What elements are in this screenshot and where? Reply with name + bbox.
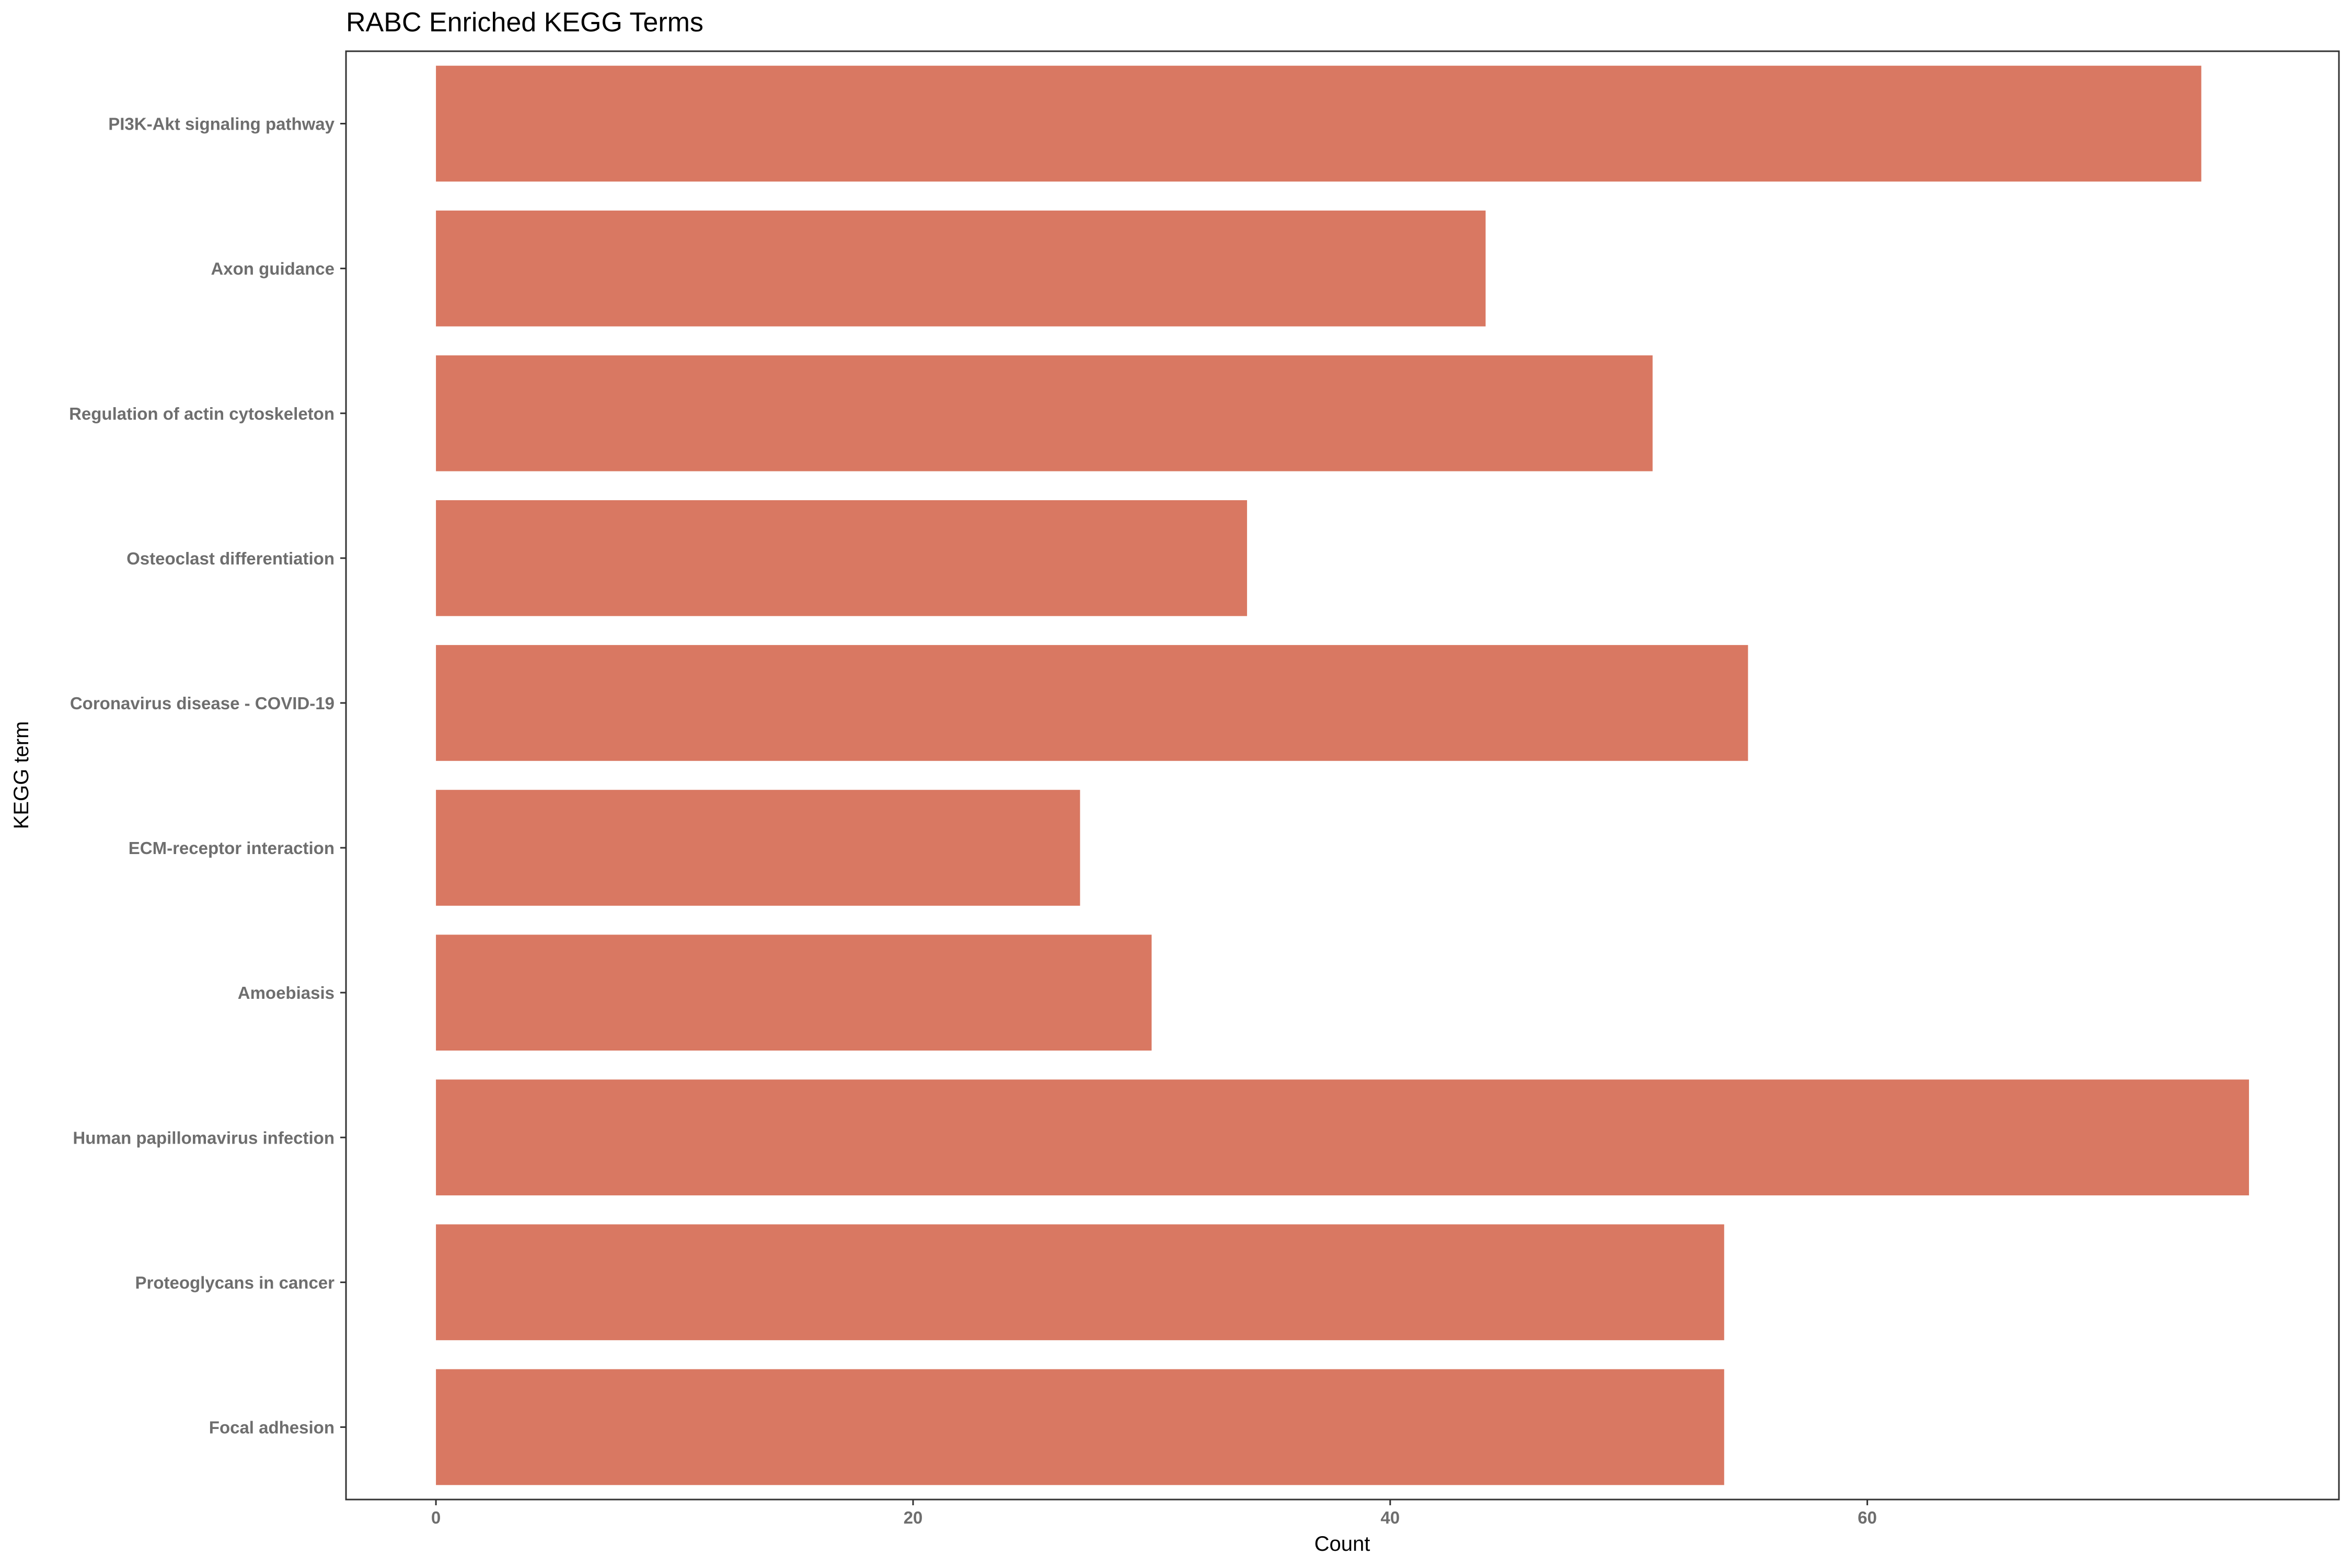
x-tick-label: 20 <box>904 1508 923 1527</box>
bar <box>436 65 2201 182</box>
bars-group <box>436 65 2249 1485</box>
y-tick-label: Proteoglycans in cancer <box>135 1273 335 1292</box>
y-tick-label: ECM-receptor interaction <box>129 838 335 858</box>
bar <box>436 1079 2249 1196</box>
plot-panel-border <box>345 50 2340 1501</box>
y-tick-label: Focal adhesion <box>209 1417 335 1437</box>
bar <box>436 1224 1724 1341</box>
y-axis: PI3K-Akt signaling pathway Axon guidance R… <box>69 114 346 1437</box>
y-tick-label: Coronavirus disease - COVID-19 <box>70 694 335 713</box>
y-axis-title: KEGG term <box>10 721 33 829</box>
x-tick-label: 60 <box>1858 1508 1877 1527</box>
x-axis-title: Count <box>1315 1532 1370 1555</box>
bar <box>436 210 1486 327</box>
chart-title: RABC Enriched KEGG Terms <box>346 7 704 38</box>
bar <box>436 645 1748 761</box>
bar <box>436 355 1653 471</box>
y-tick-label: Osteoclast differentiation <box>126 549 335 568</box>
y-tick-label: Regulation of actin cytoskeleton <box>69 404 335 423</box>
x-tick-label: 40 <box>1380 1508 1400 1527</box>
y-tick-label: Axon guidance <box>211 259 335 279</box>
y-tick-label: Amoebiasis <box>238 983 335 1002</box>
bar <box>436 790 1080 906</box>
bar <box>436 1369 1724 1485</box>
x-tick-label: 0 <box>431 1508 441 1527</box>
y-tick-label: Human papillomavirus infection <box>73 1128 335 1147</box>
bar <box>436 935 1152 1051</box>
x-axis: 0 20 40 60 <box>431 1500 1877 1527</box>
y-tick-label: PI3K-Akt signaling pathway <box>108 114 335 134</box>
bar <box>436 500 1247 616</box>
